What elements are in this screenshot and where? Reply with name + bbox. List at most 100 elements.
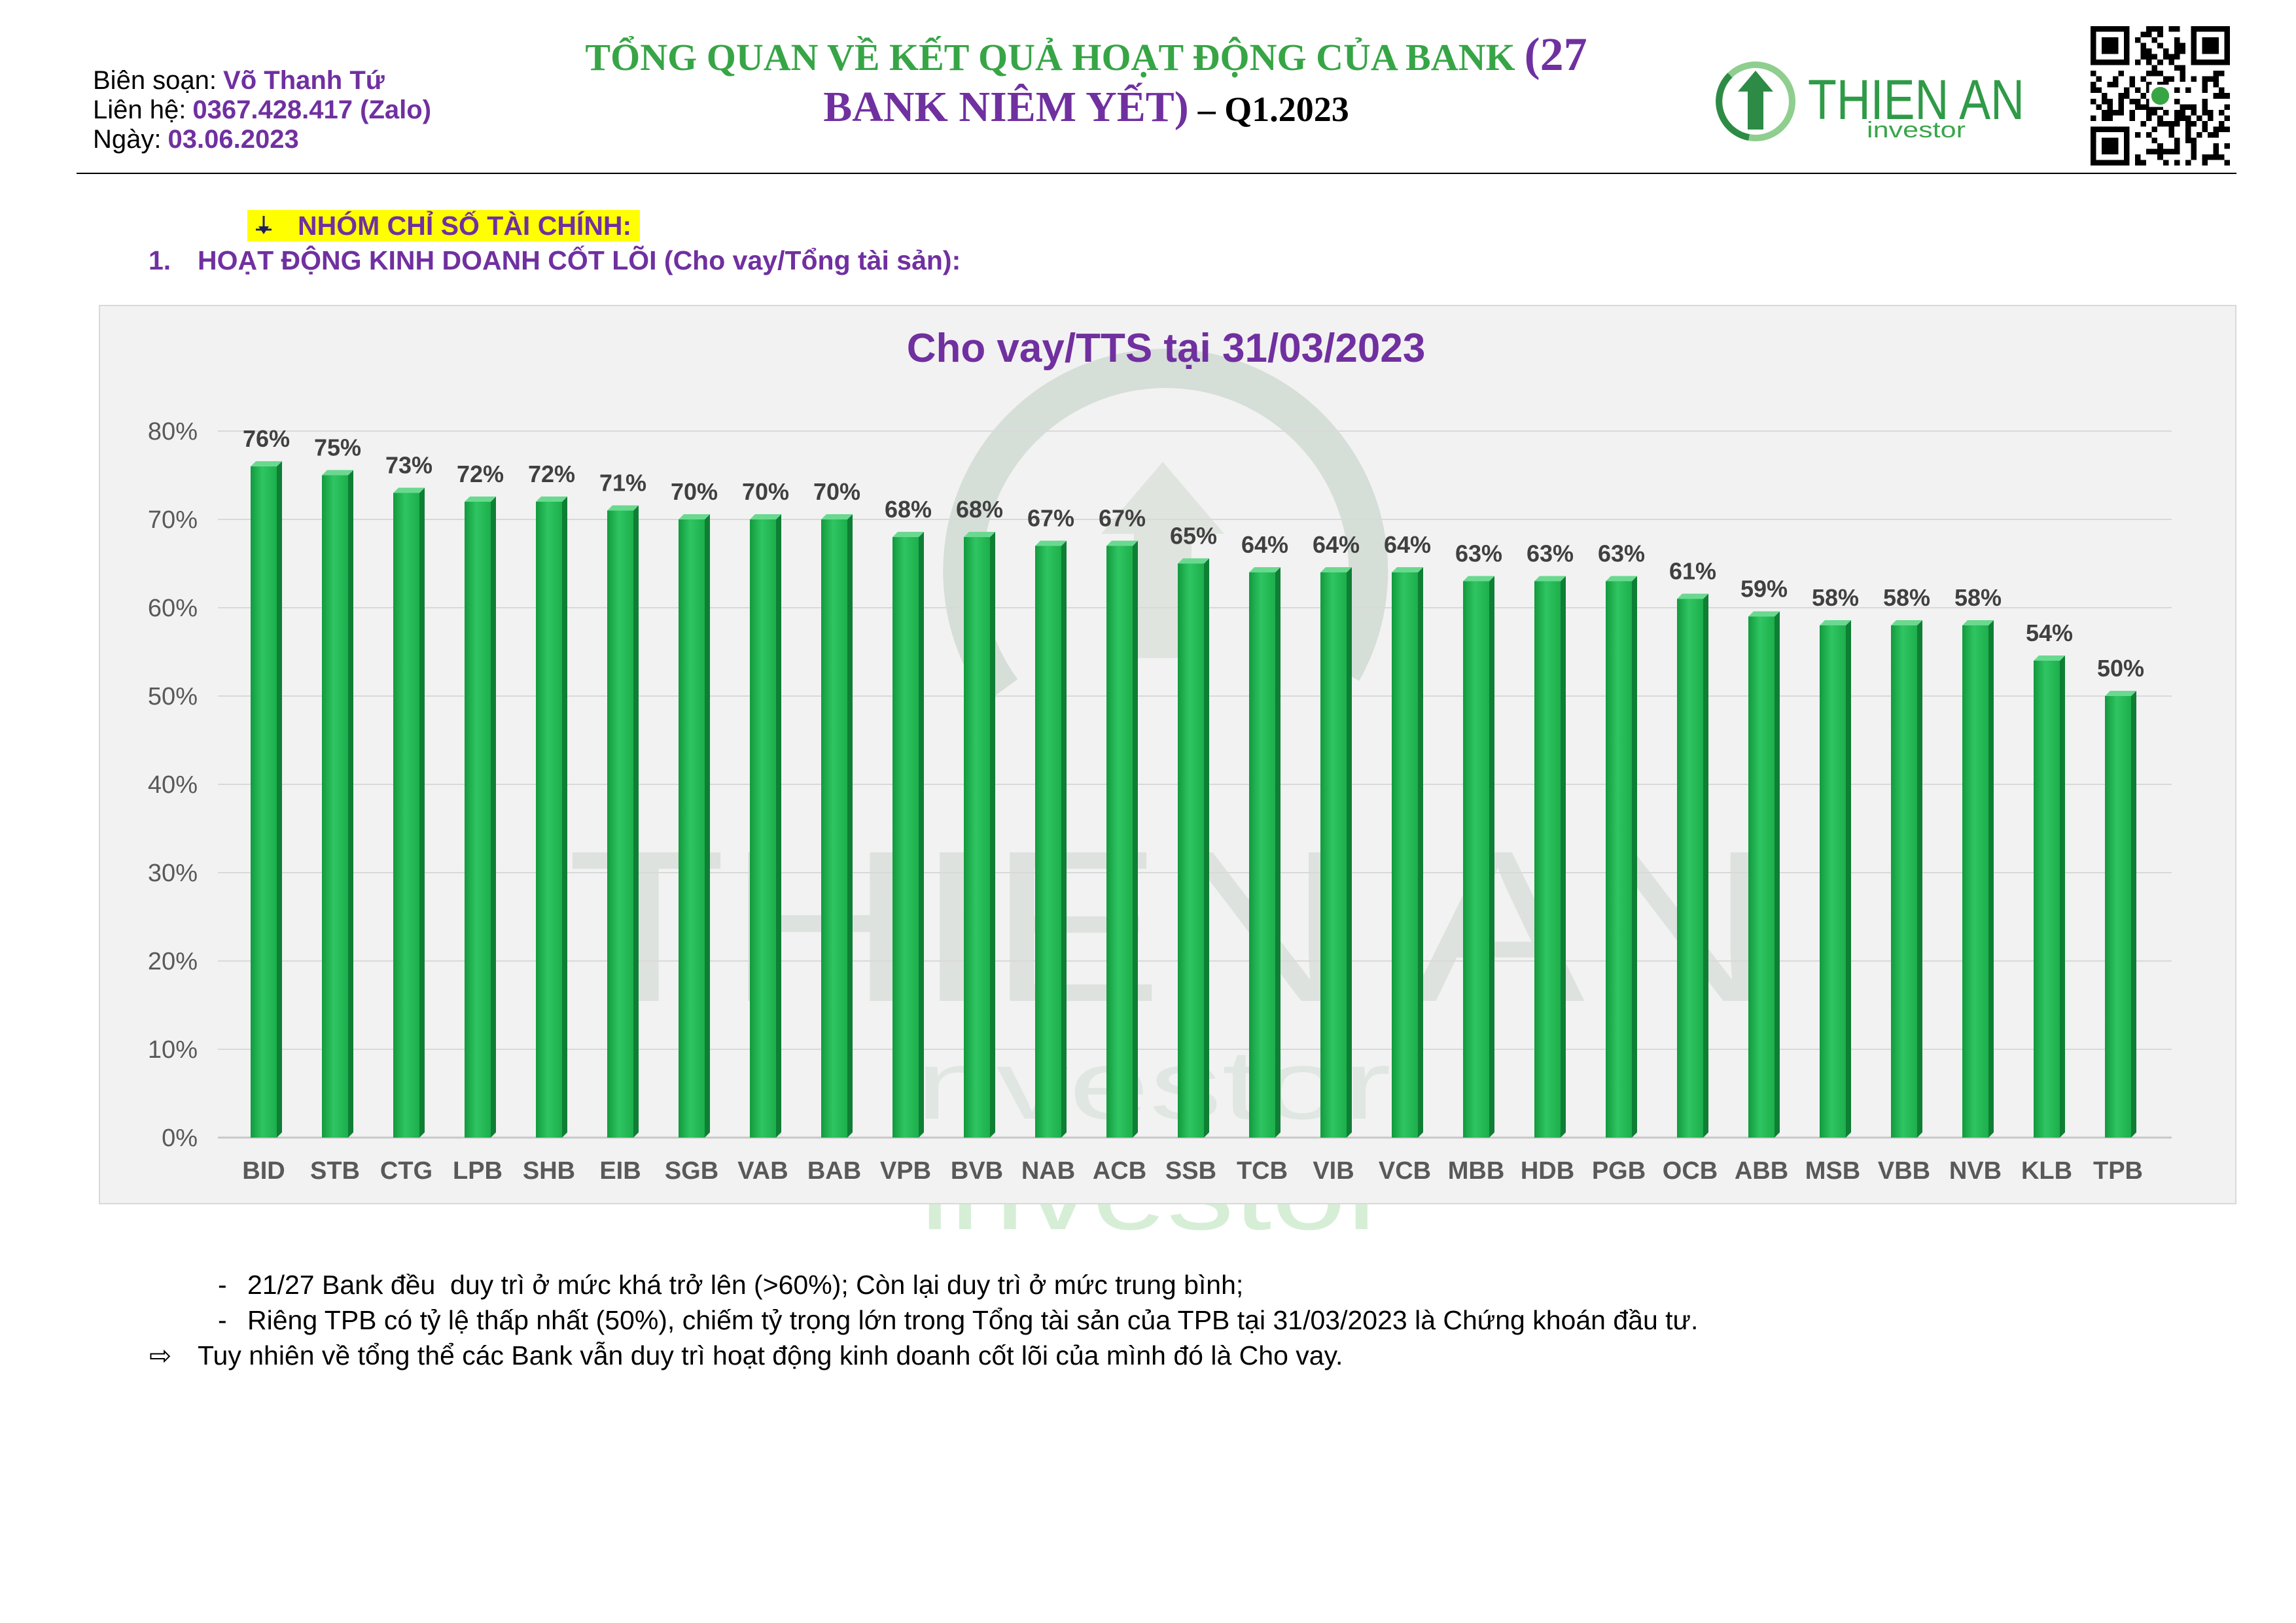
x-tick-label: ABB (1735, 1157, 1788, 1185)
y-tick-unit: % (175, 683, 198, 710)
data-label: 71% (599, 470, 646, 497)
data-label-unit: % (1767, 576, 1788, 602)
bar-front-face (750, 519, 776, 1138)
data-label-unit: % (982, 496, 1003, 523)
x-tick-label: HDB (1521, 1157, 1574, 1185)
bar-top-face (679, 514, 710, 519)
data-label-unit: % (1267, 531, 1288, 558)
page-title-line-1: TỔNG QUAN VỀ KẾT QUẢ HOẠT ĐỘNG CỦA BANK(… (497, 26, 1675, 86)
qr-modules (2091, 26, 2230, 166)
bar-msb (1820, 620, 1851, 1138)
y-tick-unit: % (175, 1036, 198, 1064)
data-label: 70% (813, 478, 860, 505)
author-name: Võ Thanh Tứ (223, 66, 385, 95)
data-label-value: 58 (1954, 584, 1981, 611)
section-item-title: HOẠT ĐỘNG KINH DOANH CỐT LÕI (Cho vay/Tổ… (198, 245, 961, 275)
chart-title: Cho vay/TTS tại 31/03/2023 (907, 326, 1426, 371)
bar-vib (1320, 567, 1352, 1138)
author-block: Biên soạn: Võ Thanh Tứ Liên hệ: 0367.428.4… (93, 66, 431, 154)
bar-side-face (1632, 576, 1637, 1138)
bar-top-face (393, 487, 425, 493)
page-title-line2-accent: BANK NIÊM YẾT) (823, 83, 1189, 131)
x-tick-label: VAB (737, 1157, 788, 1185)
bar-side-face (1204, 558, 1209, 1138)
data-label-value: 70 (813, 478, 839, 505)
y-tick-value: 10 (148, 1036, 175, 1064)
bar-front-face (1677, 599, 1703, 1138)
y-tick-value: 70 (148, 506, 175, 534)
x-tick-label: OCB (1663, 1157, 1718, 1185)
bar-pgb (1606, 576, 1637, 1138)
data-label: 65% (1170, 523, 1217, 550)
y-tick-value: 40 (148, 771, 175, 799)
data-label: 50% (2097, 655, 2144, 682)
data-labels: 76% 75%73% 72% 72% 71% 70% 70% 70%68% 68% 67% 67%6… (243, 425, 2144, 682)
bar-top-face (1534, 576, 1566, 582)
data-label-value: 71 (599, 470, 626, 497)
x-tick-label: BID (242, 1157, 285, 1185)
x-tick-label: VIB (1313, 1157, 1354, 1185)
data-label: 64% (1241, 531, 1288, 558)
bar-top-face (1392, 567, 1423, 572)
bar-side-face (1703, 593, 1708, 1138)
data-label: 68% (885, 496, 932, 523)
bar-side-face (1917, 620, 1922, 1138)
bar-nab (1035, 540, 1067, 1138)
chart-background (99, 305, 2236, 1204)
data-label: 70% (671, 478, 718, 505)
data-label: 76% (243, 425, 290, 452)
data-label-unit: % (1125, 505, 1146, 532)
bar-top-face (607, 505, 639, 511)
x-tick-label: VBB (1878, 1157, 1930, 1185)
y-tick-label: 40% (148, 771, 198, 799)
y-tick-value: 20 (148, 948, 175, 975)
bar-top-face (1606, 576, 1637, 582)
logo-arrow (1738, 71, 1773, 130)
data-label: 58% (1883, 584, 1930, 611)
bar-top-face (1249, 567, 1280, 572)
bar-top-face (1178, 558, 1209, 564)
bar-mbb (1463, 576, 1494, 1138)
y-tick-value: 80 (148, 418, 175, 445)
bar-side-face (1846, 620, 1851, 1138)
bar-side-face (348, 470, 353, 1138)
x-tick-label: SSB (1165, 1157, 1216, 1185)
bar-bid (251, 461, 282, 1138)
bar-front-face (465, 502, 491, 1138)
axes: 0%10%20%30%40%50%60%70%80%BID STB CTG LPB SH… (148, 418, 2143, 1185)
data-label: 73% (385, 452, 433, 479)
data-label: 54% (2026, 620, 2073, 646)
data-label-unit: % (1553, 540, 1574, 567)
data-label: 68% (956, 496, 1003, 523)
x-tick-label: MBB (1448, 1157, 1505, 1185)
data-label: 75% (314, 434, 361, 461)
watermark-arrow (1101, 462, 1224, 658)
bar-side-face (491, 497, 496, 1138)
bar-front-face (393, 493, 419, 1138)
bar-klb (2034, 655, 2065, 1138)
bar-side-face (1775, 611, 1780, 1138)
data-label-value: 63 (1527, 540, 1553, 567)
x-tick-label: PGB (1592, 1157, 1646, 1185)
x-tick-label: NVB (1949, 1157, 2002, 1185)
bar-side-face (1275, 567, 1280, 1138)
bar-top-face (465, 497, 496, 502)
y-tick-label: 0% (162, 1125, 198, 1152)
x-tick-label: VCB (1379, 1157, 1431, 1185)
data-label-value: 64 (1384, 531, 1410, 558)
data-label-unit: % (1196, 523, 1217, 550)
bar-vpb (892, 532, 924, 1138)
data-label: 64% (1384, 531, 1431, 558)
bar-front-face (1748, 616, 1775, 1138)
bar-front-face (821, 519, 847, 1138)
date-line: Ngày: 03.06.2023 (93, 125, 431, 154)
data-label-unit: % (626, 470, 646, 497)
x-tick-label: BAB (807, 1157, 861, 1185)
section-heading: NHÓM CHỈ SỐ TÀI CHÍNH: (298, 211, 632, 241)
data-label-unit: % (2123, 655, 2144, 682)
data-label: 63% (1527, 540, 1574, 567)
note-2-text: Riêng TPB có tỷ lệ thấp nhất (50%), chiế… (247, 1305, 1699, 1335)
data-label-value: 61 (1669, 558, 1695, 585)
data-label-value: 76 (243, 425, 269, 452)
note-3-arrow-marker: ⇨ (149, 1340, 172, 1371)
